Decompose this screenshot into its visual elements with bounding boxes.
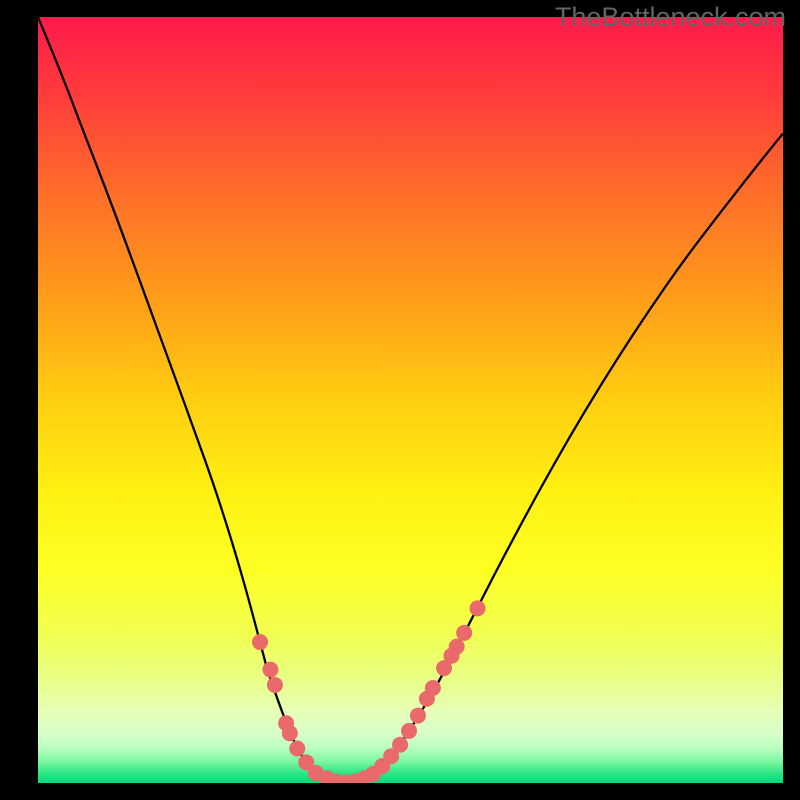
chart-stage: TheBottleneck.com [0,0,800,800]
watermark-text: TheBottleneck.com [555,2,786,33]
curve-marker [282,725,298,741]
plot-svg [38,17,783,783]
gradient-background [38,17,783,783]
curve-marker [449,639,465,655]
curve-marker [425,680,441,696]
curve-marker [392,737,408,753]
curve-marker [252,634,268,650]
curve-marker [470,600,486,616]
curve-marker [456,625,472,641]
plot-area [38,17,783,783]
curve-marker [401,723,417,739]
curve-marker [267,677,283,693]
curve-marker [410,708,426,724]
curve-marker [262,662,278,678]
curve-marker [289,741,305,757]
